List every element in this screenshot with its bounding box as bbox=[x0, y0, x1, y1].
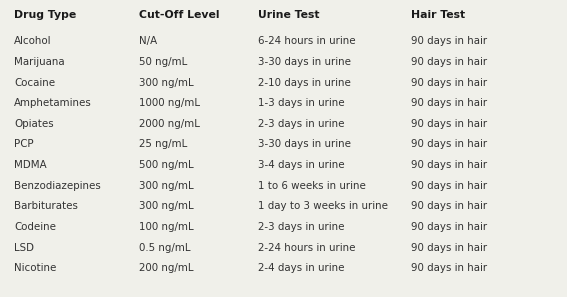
Text: 3-4 days in urine: 3-4 days in urine bbox=[258, 160, 345, 170]
Text: Nicotine: Nicotine bbox=[14, 263, 57, 273]
Text: 50 ng/mL: 50 ng/mL bbox=[139, 57, 187, 67]
Text: 0.5 ng/mL: 0.5 ng/mL bbox=[139, 243, 191, 253]
Text: 90 days in hair: 90 days in hair bbox=[411, 222, 487, 232]
Text: 90 days in hair: 90 days in hair bbox=[411, 140, 487, 149]
Text: LSD: LSD bbox=[14, 243, 34, 253]
Text: Marijuana: Marijuana bbox=[14, 57, 65, 67]
Text: 90 days in hair: 90 days in hair bbox=[411, 160, 487, 170]
Text: Opiates: Opiates bbox=[14, 119, 54, 129]
Text: 1000 ng/mL: 1000 ng/mL bbox=[139, 98, 200, 108]
Text: Cut-Off Level: Cut-Off Level bbox=[139, 10, 219, 20]
Text: 6-24 hours in urine: 6-24 hours in urine bbox=[258, 36, 356, 46]
Text: 90 days in hair: 90 days in hair bbox=[411, 98, 487, 108]
Text: Hair Test: Hair Test bbox=[411, 10, 465, 20]
Text: 300 ng/mL: 300 ng/mL bbox=[139, 78, 193, 88]
Text: 2-3 days in urine: 2-3 days in urine bbox=[258, 222, 345, 232]
Text: 500 ng/mL: 500 ng/mL bbox=[139, 160, 193, 170]
Text: Cocaine: Cocaine bbox=[14, 78, 56, 88]
Text: Amphetamines: Amphetamines bbox=[14, 98, 92, 108]
Text: 2000 ng/mL: 2000 ng/mL bbox=[139, 119, 200, 129]
Text: 200 ng/mL: 200 ng/mL bbox=[139, 263, 193, 273]
Text: 25 ng/mL: 25 ng/mL bbox=[139, 140, 187, 149]
Text: 3-30 days in urine: 3-30 days in urine bbox=[258, 140, 351, 149]
Text: 90 days in hair: 90 days in hair bbox=[411, 263, 487, 273]
Text: 3-30 days in urine: 3-30 days in urine bbox=[258, 57, 351, 67]
Text: Barbiturates: Barbiturates bbox=[14, 201, 78, 211]
Text: 90 days in hair: 90 days in hair bbox=[411, 36, 487, 46]
Text: MDMA: MDMA bbox=[14, 160, 47, 170]
Text: 1-3 days in urine: 1-3 days in urine bbox=[258, 98, 345, 108]
Text: 90 days in hair: 90 days in hair bbox=[411, 201, 487, 211]
Text: N/A: N/A bbox=[139, 36, 157, 46]
Text: PCP: PCP bbox=[14, 140, 34, 149]
Text: 2-10 days in urine: 2-10 days in urine bbox=[258, 78, 351, 88]
Text: 90 days in hair: 90 days in hair bbox=[411, 181, 487, 191]
Text: 2-3 days in urine: 2-3 days in urine bbox=[258, 119, 345, 129]
Text: 2-4 days in urine: 2-4 days in urine bbox=[258, 263, 345, 273]
Text: 90 days in hair: 90 days in hair bbox=[411, 78, 487, 88]
Text: 90 days in hair: 90 days in hair bbox=[411, 57, 487, 67]
Text: 90 days in hair: 90 days in hair bbox=[411, 119, 487, 129]
Text: 300 ng/mL: 300 ng/mL bbox=[139, 181, 193, 191]
Text: Codeine: Codeine bbox=[14, 222, 56, 232]
Text: Urine Test: Urine Test bbox=[258, 10, 319, 20]
Text: Benzodiazepines: Benzodiazepines bbox=[14, 181, 101, 191]
Text: 90 days in hair: 90 days in hair bbox=[411, 243, 487, 253]
Text: 300 ng/mL: 300 ng/mL bbox=[139, 201, 193, 211]
Text: 1 day to 3 weeks in urine: 1 day to 3 weeks in urine bbox=[258, 201, 388, 211]
Text: 100 ng/mL: 100 ng/mL bbox=[139, 222, 193, 232]
Text: 1 to 6 weeks in urine: 1 to 6 weeks in urine bbox=[258, 181, 366, 191]
Text: Alcohol: Alcohol bbox=[14, 36, 52, 46]
Text: 2-24 hours in urine: 2-24 hours in urine bbox=[258, 243, 356, 253]
Text: Drug Type: Drug Type bbox=[14, 10, 77, 20]
